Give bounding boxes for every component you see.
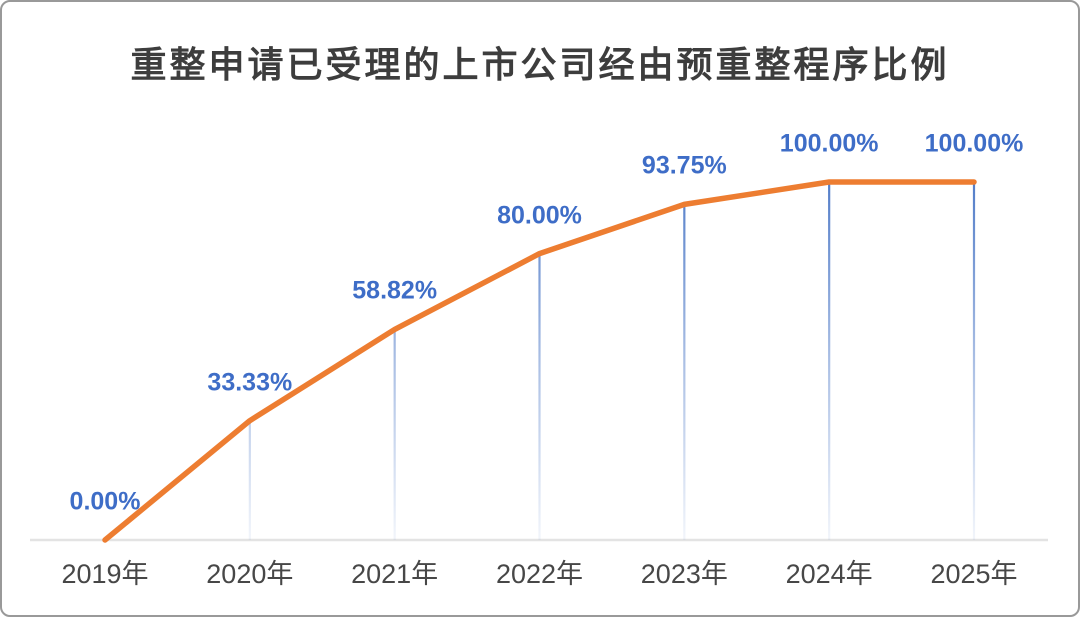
chart-title: 重整申请已受理的上市公司经由预重整程序比例 bbox=[130, 44, 950, 85]
series-line bbox=[102, 179, 977, 543]
